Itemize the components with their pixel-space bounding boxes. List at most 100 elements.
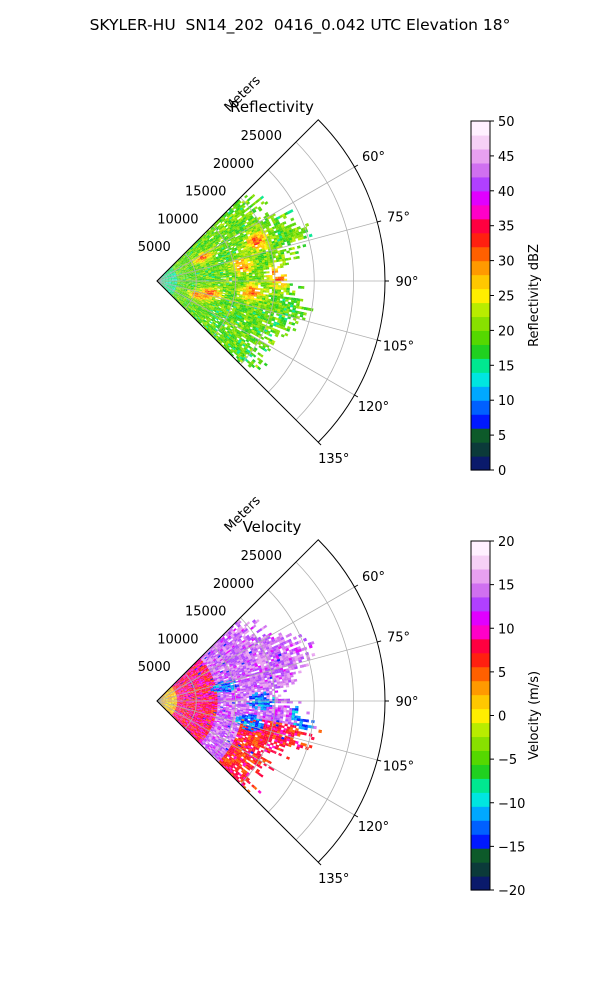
colorbar-tick-label: −5 [498,753,517,768]
panel-title: Reflectivity [230,98,314,116]
azimuth-tick-label: 105° [383,340,414,355]
colorbar-swatch [471,134,490,150]
azimuth-tick-label: 135° [318,452,349,467]
colorbar-swatch [471,344,490,359]
sector-outline [156,119,386,443]
azimuth-tick [377,759,382,762]
azimuth-tick-label: 60° [362,570,385,585]
colorbar-tick-label: 15 [498,359,515,374]
colorbar-tick-label: 0 [498,710,506,725]
colorbar-swatch [471,176,490,192]
azimuth-spoke [156,280,378,341]
colorbar-swatch [471,778,490,793]
colorbar-swatch [471,708,490,724]
range-tick-label: 25000 [241,129,282,144]
colorbar-tick-label: 30 [498,255,515,270]
colorbar-swatch [471,330,490,345]
colorbar-swatch [471,834,490,849]
colorbar-swatch [471,820,490,835]
azimuth-tick-label: 75° [387,210,410,225]
colorbar-swatch [471,736,490,751]
azimuth-spoke [156,586,355,702]
colorbar-swatch [471,652,490,668]
range-tick-label: 10000 [157,632,198,647]
sector-outline [156,539,386,863]
colorbar-swatch [471,764,490,779]
colorbar-swatch [471,288,490,304]
colorbar-swatch [471,582,490,598]
reflectivity-panel: 60° 75° 90° 105° 120° 135° 5000 10000 15000 20000… [138,73,419,467]
colorbar-swatch [471,554,490,570]
colorbar-label: Reflectivity dBZ [527,244,542,347]
colorbar-swatch [471,246,490,262]
azimuth-tick-label: 90° [395,275,418,290]
azimuth-tick [354,164,359,168]
azimuth-tick [377,220,382,223]
range-tick-label: 15000 [185,605,226,620]
colorbar-swatch [471,638,490,654]
colorbar-swatch [471,541,490,556]
colorbar-swatch [471,302,490,318]
colorbar-tick-label: 5 [498,429,506,444]
azimuth-tick [317,441,322,446]
colorbar-swatch [471,428,490,443]
colorbar-tick-label: 10 [498,394,515,409]
colorbar-swatch [471,722,490,738]
range-tick-label: 25000 [241,549,282,564]
azimuth-tick-label: 105° [383,760,414,775]
azimuth-spoke [156,166,355,282]
colorbar-swatch [471,610,490,626]
colorbar-swatch [471,568,490,584]
colorbar-swatch [471,862,490,877]
colorbar-swatch [471,218,490,234]
azimuth-tick [317,861,322,866]
colorbar-swatch [471,806,490,821]
range-tick-label: 10000 [157,212,198,227]
azimuth-spoke [156,700,378,761]
figure-title: SKYLER-HU SN14_202 0416_0.042 UTC Elevat… [89,16,511,34]
azimuth-tick [377,339,382,342]
colorbar-tick-label: 50 [498,115,515,130]
colorbar-tick-label: 20 [498,324,515,339]
colorbar-tick-label: 20 [498,535,515,550]
colorbar-swatch [471,162,490,178]
azimuth-spoke [156,700,355,816]
colorbar-swatch [471,372,490,387]
colorbar-swatch [471,792,490,807]
colorbar-swatch [471,876,490,891]
colorbar-swatch [471,624,490,640]
colorbar-swatch [471,121,490,136]
colorbar-swatch [471,848,490,863]
colorbar-swatch [471,260,490,276]
colorbar-tick-label: 15 [498,579,515,594]
azimuth-spoke [156,221,378,282]
colorbar-swatch [471,680,490,696]
colorbar-swatch [471,666,490,682]
colorbar-swatch [471,148,490,164]
reflectivity-colorbar: 0 5 10 15 20 25 30 35 40 45 50 Reflectivity dBZ [470,115,542,479]
colorbar-swatch [471,316,490,331]
colorbar-swatch [471,456,490,471]
colorbar-tick-label: −10 [498,797,525,812]
colorbar-swatch [471,694,490,710]
colorbar-swatch [471,750,490,765]
azimuth-tick [354,814,359,818]
colorbar-swatch [471,232,490,248]
range-tick-label: 5000 [138,240,171,255]
colorbar-label: Velocity (m/s) [527,671,542,760]
range-tick-label: 20000 [213,157,254,172]
colorbar-tick-label: 10 [498,622,515,637]
azimuth-spoke [156,280,355,396]
colorbar-tick-label: 45 [498,150,515,165]
azimuth-tick-label: 135° [318,872,349,887]
colorbar-tick-label: −15 [498,840,525,855]
colorbar-swatch [471,442,490,457]
azimuth-tick-label: 60° [362,150,385,165]
velocity-panel: 60° 75° 90° 105° 120° 135° 5000 10000 15000 20000… [138,493,419,887]
colorbar-tick-label: −20 [498,884,525,899]
range-tick-label: 5000 [138,660,171,675]
colorbar-swatch [471,190,490,206]
colorbar-swatch [471,204,490,220]
azimuth-tick [354,394,359,398]
